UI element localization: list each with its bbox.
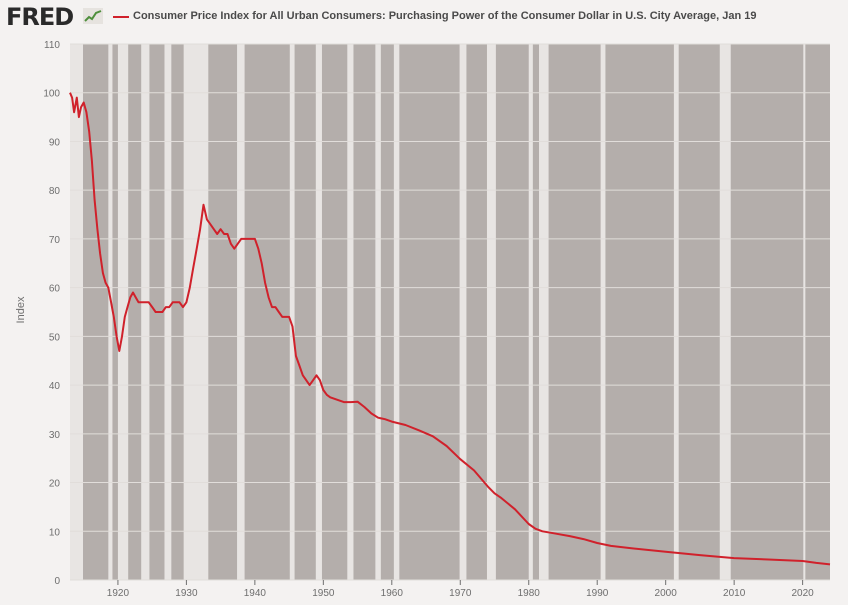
x-tick-label: 1970 (449, 588, 472, 599)
chart-title: Consumer Price Index for All Urban Consu… (133, 10, 757, 22)
recession-band-10 (375, 44, 381, 580)
y-axis-label: Index (15, 296, 27, 323)
x-tick-label: 1940 (244, 588, 267, 599)
y-tick-label: 40 (49, 381, 61, 392)
fred-chart-icon (83, 8, 103, 24)
recession-band-0 (70, 44, 84, 580)
y-tick-label: 100 (43, 89, 60, 100)
x-tick-label: 1980 (518, 588, 541, 599)
recession-band-5 (183, 44, 209, 580)
series-area (69, 92, 831, 566)
x-tick-label: 2020 (791, 588, 814, 599)
recession-band-2 (117, 44, 129, 580)
recession-band-14 (528, 44, 533, 580)
recession-band-4 (164, 44, 172, 580)
y-tick-label: 90 (49, 137, 61, 148)
recession-band-1 (108, 44, 113, 580)
recession-band-7 (289, 44, 295, 580)
recession-band-6 (237, 44, 245, 580)
y-tick-label: 10 (49, 527, 61, 538)
y-tick-label: 50 (49, 332, 61, 343)
y-tick-label: 80 (49, 186, 61, 197)
y-tick-label: 20 (49, 479, 61, 490)
x-tick-label: 1960 (381, 588, 404, 599)
recession-band-9 (347, 44, 354, 580)
y-tick-label: 70 (49, 235, 61, 246)
chart-header: FRED Consumer Price Index for All Urban … (0, 0, 848, 34)
recession-band-12 (459, 44, 467, 580)
series-line-0 (69, 92, 831, 566)
x-tick-label: 1930 (175, 588, 198, 599)
y-tick-label: 60 (49, 284, 61, 295)
x-tick-label: 1950 (312, 588, 335, 599)
fred-logo[interactable]: FRED (6, 3, 74, 31)
x-tick-label: 2000 (655, 588, 678, 599)
legend-swatch (113, 16, 129, 18)
recession-band-18 (719, 44, 731, 580)
y-tick-label: 0 (54, 576, 60, 587)
recession-band-13 (486, 44, 496, 580)
x-axis: 1920 1930 1940 1950 1960 1970 1980 1990 2000 2010… (107, 580, 814, 599)
y-tick-label: 110 (44, 40, 60, 51)
y-tick-label: 30 (49, 430, 61, 441)
recession-band-17 (673, 44, 679, 580)
recession-band-11 (393, 44, 400, 580)
recession-band-15 (539, 44, 549, 580)
x-tick-label: 1990 (586, 588, 609, 599)
recession-band-3 (141, 44, 150, 580)
x-tick-label: 2010 (723, 588, 746, 599)
y-axis: 0 10 20 30 40 50 60 70 80 90 100 110 (43, 40, 60, 587)
recession-bands (70, 44, 830, 580)
x-tick-label: 1920 (107, 588, 130, 599)
recession-band-19 (803, 44, 806, 580)
recession-band-16 (600, 44, 606, 580)
gridlines (70, 43, 830, 581)
recession-band-8 (315, 44, 322, 580)
